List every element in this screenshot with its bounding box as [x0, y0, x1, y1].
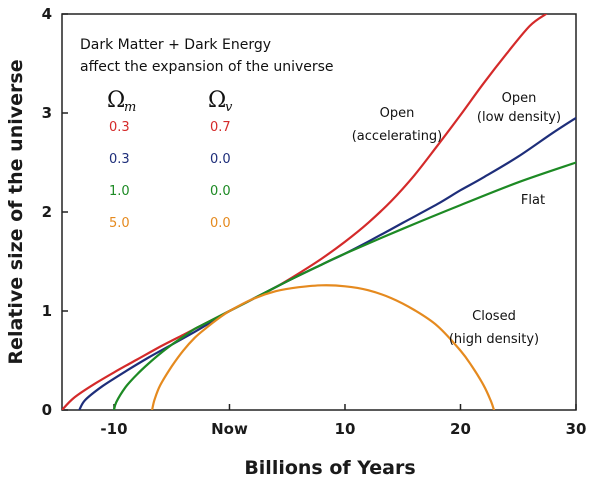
curve-labels: Open (accelerating) Open (low density) Flat C…: [352, 91, 561, 347]
label-flat: Flat: [521, 193, 545, 208]
y-tick-label: 1: [42, 302, 52, 320]
annotation-line-2: affect the expansion of the universe: [80, 59, 334, 75]
label-open-low-density: Open: [502, 91, 537, 106]
curves: [62, 14, 576, 410]
omega-m-value: 0.3: [109, 152, 130, 167]
y-tick-label: 0: [42, 401, 52, 419]
omega-m-value: 5.0: [109, 216, 130, 231]
y-tick-label: 3: [42, 104, 52, 122]
label-closed: Closed: [472, 309, 516, 324]
label-open-low-density: (low density): [477, 110, 561, 125]
y-tick-label: 2: [42, 203, 52, 221]
x-tick-label: -10: [100, 420, 127, 438]
omega-m-value: 0.3: [109, 120, 130, 135]
curve-open-low-density: [78, 116, 576, 410]
y-axis-ticks: 0 1 2 3 4: [42, 5, 68, 419]
y-tick-label: 4: [42, 5, 52, 23]
curve-closed: [151, 284, 496, 410]
x-tick-label: 10: [335, 420, 356, 438]
omega-v-value: 0.0: [210, 184, 231, 199]
omega-m-value: 1.0: [109, 184, 130, 199]
omega-v-value: 0.0: [210, 152, 231, 167]
y-axis-title: Relative size of the universe: [5, 59, 27, 364]
label-open-accelerating: (accelerating): [352, 129, 443, 144]
label-open-accelerating: Open: [380, 106, 415, 121]
svg-text:Ω: Ω: [208, 88, 226, 113]
omega-v-header: Ω v: [208, 88, 233, 115]
svg-text:v: v: [225, 100, 233, 115]
curve-open-accelerating: [62, 14, 548, 410]
x-tick-label: Now: [211, 420, 248, 438]
omega-v-value: 0.0: [210, 216, 231, 231]
x-axis-ticks: -10 Now 10 20 30: [100, 404, 586, 438]
omega-m-header: Ω m: [107, 88, 136, 115]
omega-v-value: 0.7: [210, 120, 231, 135]
label-closed: (high density): [449, 332, 539, 347]
parameter-table: 0.3 0.7 0.3 0.0 1.0 0.0 5.0 0.0: [109, 120, 231, 231]
x-tick-label: 20: [450, 420, 471, 438]
svg-text:m: m: [124, 100, 136, 115]
x-tick-label: 30: [566, 420, 587, 438]
svg-text:Ω: Ω: [107, 88, 125, 113]
curve-flat: [112, 161, 576, 410]
annotation-line-1: Dark Matter + Dark Energy: [80, 37, 271, 53]
x-axis-title: Billions of Years: [244, 457, 415, 479]
